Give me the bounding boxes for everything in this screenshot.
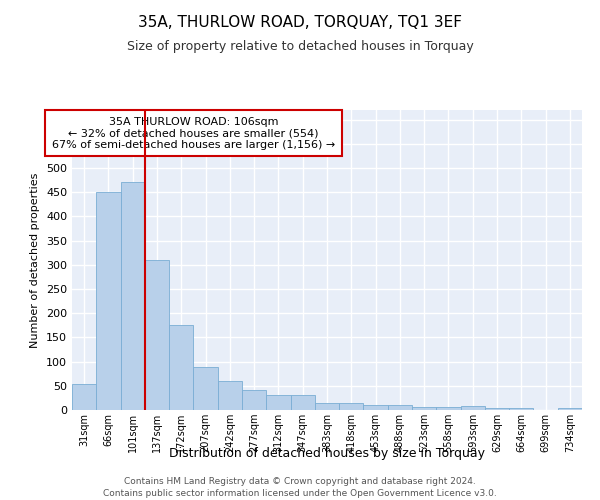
Bar — [266, 396, 290, 410]
Text: Size of property relative to detached houses in Torquay: Size of property relative to detached ho… — [127, 40, 473, 53]
Bar — [461, 406, 485, 410]
Bar — [436, 407, 461, 410]
Bar — [169, 325, 193, 410]
Text: Contains HM Land Registry data © Crown copyright and database right 2024.: Contains HM Land Registry data © Crown c… — [124, 478, 476, 486]
Bar — [290, 394, 315, 410]
Bar — [412, 407, 436, 410]
Text: Contains public sector information licensed under the Open Government Licence v3: Contains public sector information licen… — [103, 489, 497, 498]
Bar — [218, 382, 242, 410]
Bar — [193, 368, 218, 410]
Bar — [72, 384, 96, 410]
Bar — [145, 260, 169, 410]
Bar — [339, 402, 364, 410]
Bar — [509, 408, 533, 410]
Bar — [558, 408, 582, 410]
Text: 35A, THURLOW ROAD, TORQUAY, TQ1 3EF: 35A, THURLOW ROAD, TORQUAY, TQ1 3EF — [138, 15, 462, 30]
Bar — [364, 405, 388, 410]
Text: 35A THURLOW ROAD: 106sqm
← 32% of detached houses are smaller (554)
67% of semi-: 35A THURLOW ROAD: 106sqm ← 32% of detach… — [52, 116, 335, 150]
Text: Distribution of detached houses by size in Torquay: Distribution of detached houses by size … — [169, 448, 485, 460]
Y-axis label: Number of detached properties: Number of detached properties — [31, 172, 40, 348]
Bar — [388, 405, 412, 410]
Bar — [485, 408, 509, 410]
Bar — [242, 390, 266, 410]
Bar — [96, 192, 121, 410]
Bar — [121, 182, 145, 410]
Bar — [315, 402, 339, 410]
